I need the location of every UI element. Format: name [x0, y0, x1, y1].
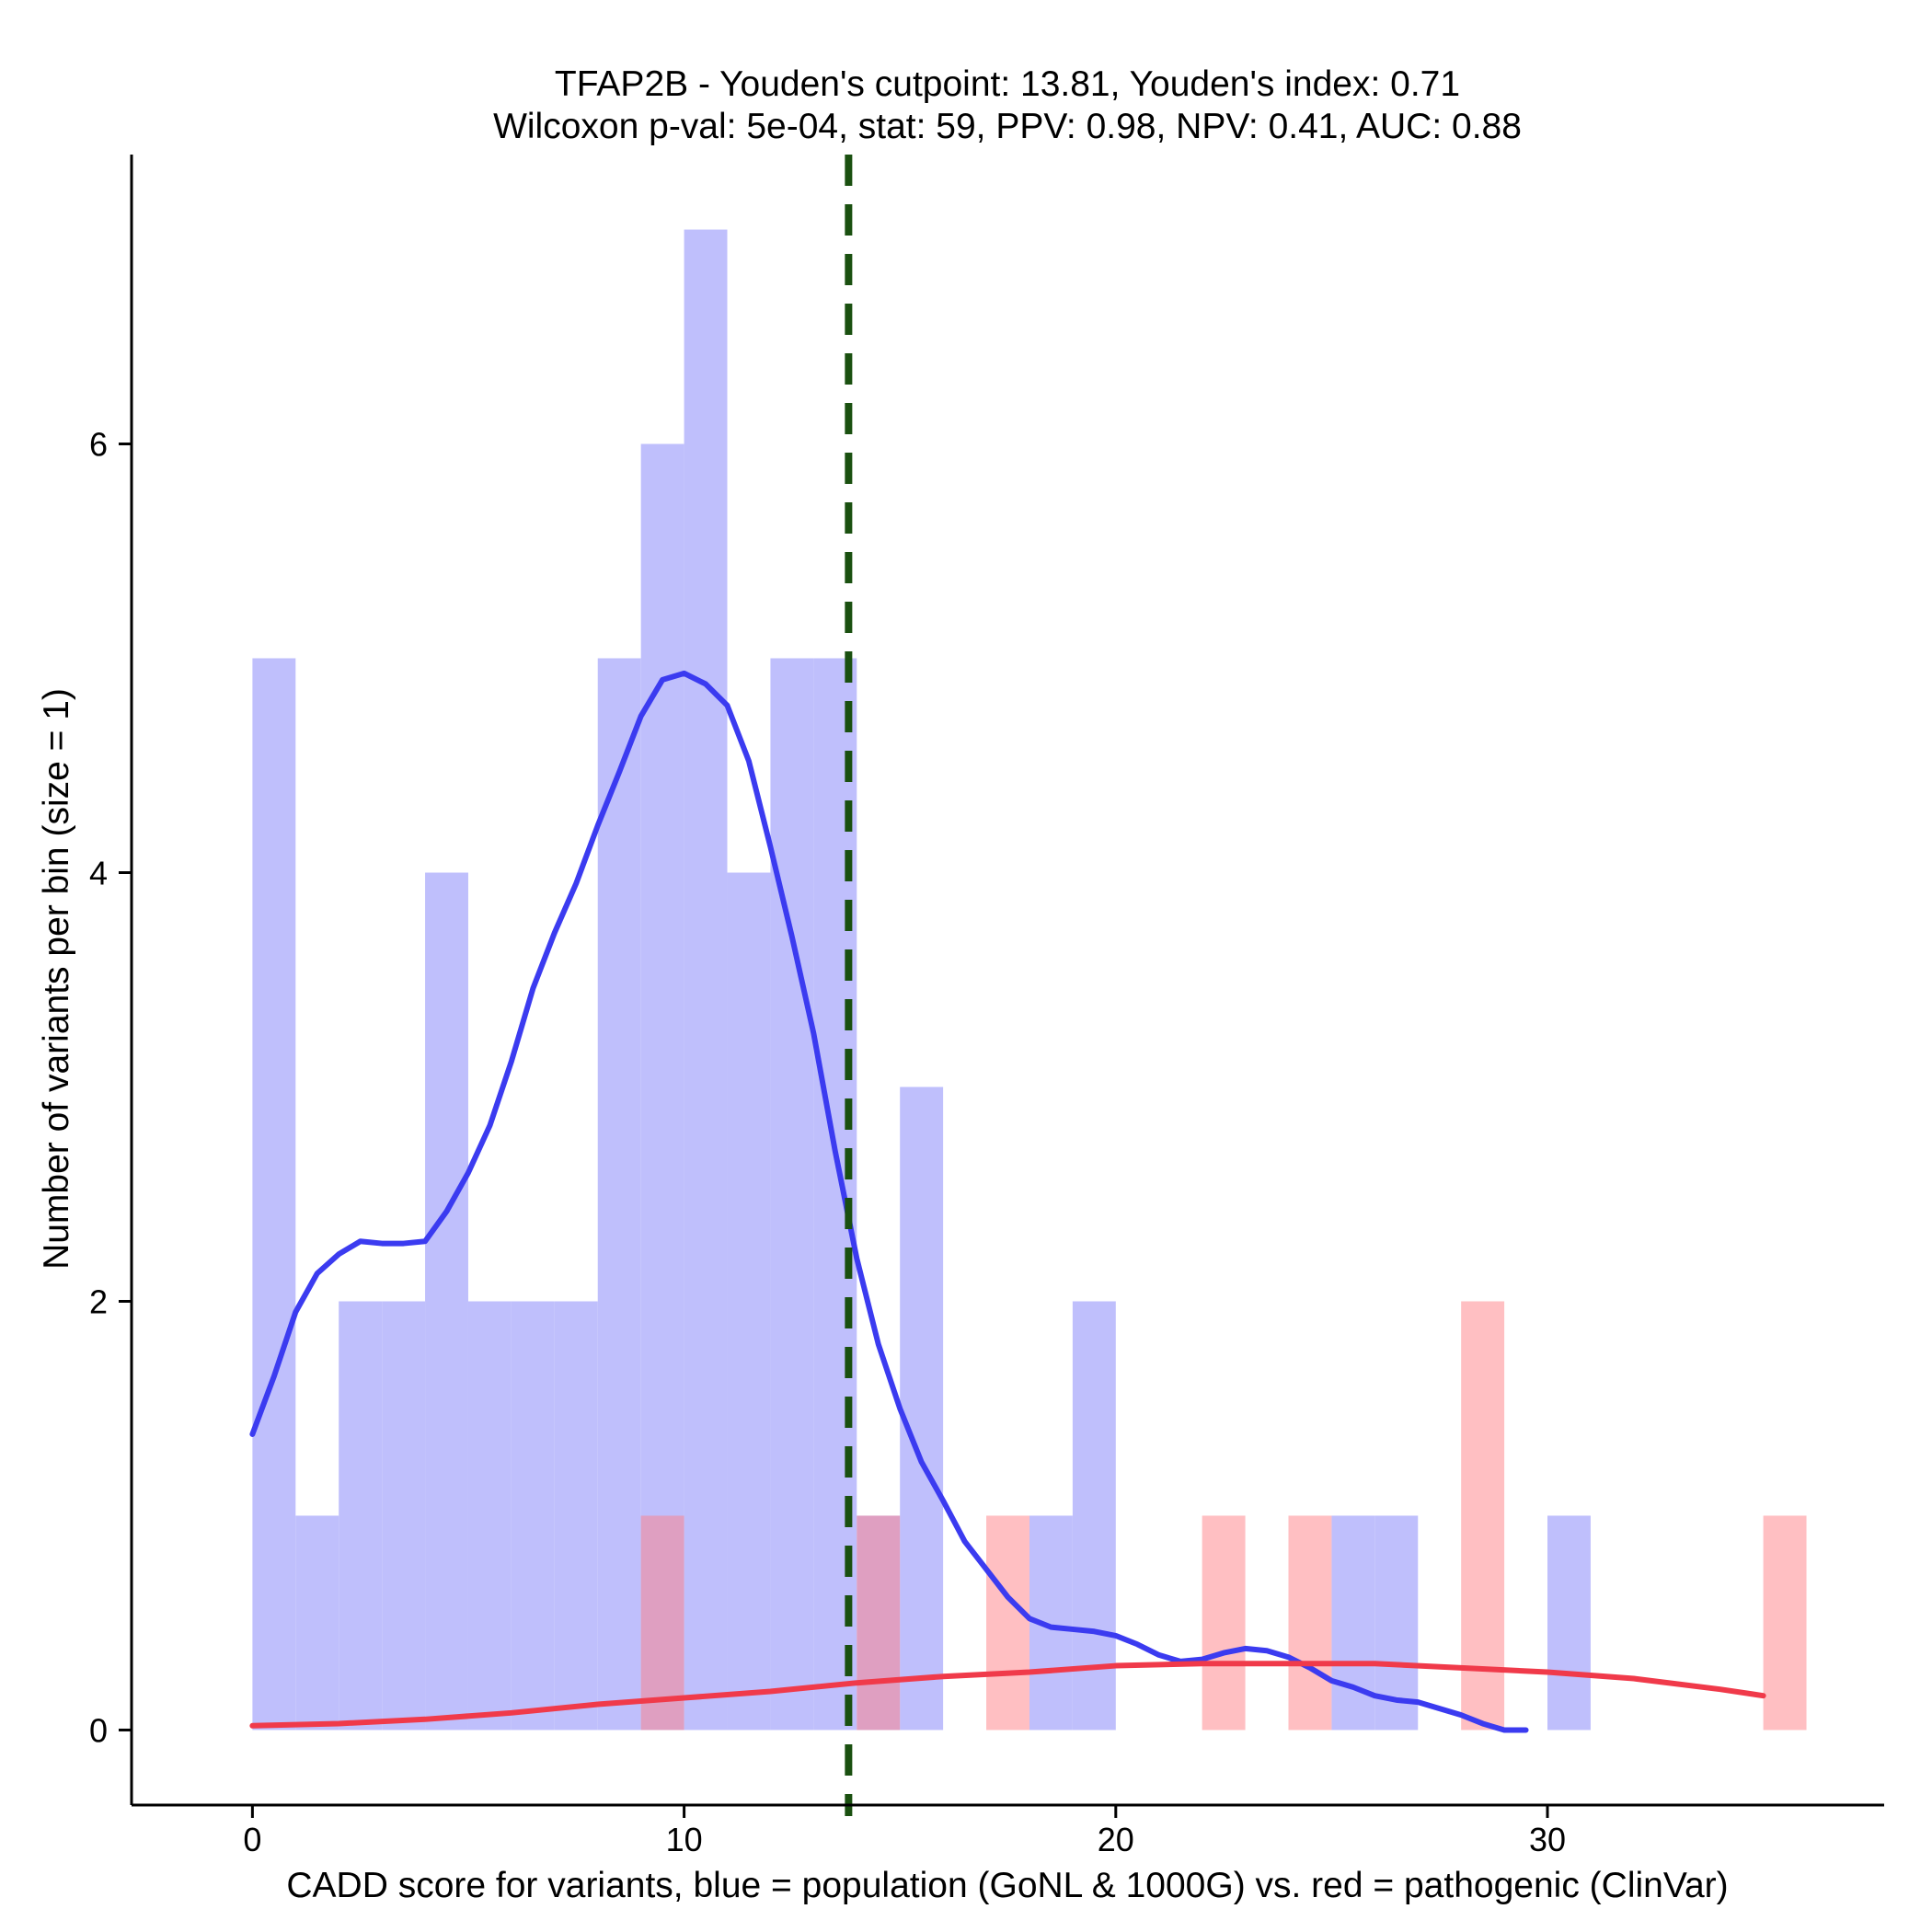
pathogenic-bar-17 — [986, 1515, 1029, 1731]
axes: 0 10 20 30 0 2 4 6 — [89, 155, 1884, 1858]
y-tick-label-4: 4 — [89, 855, 108, 892]
pathogenic-bar-24 — [1288, 1515, 1332, 1731]
pathogenic-bar-22 — [1202, 1515, 1246, 1731]
pathogenic-density-curve — [249, 1661, 1766, 1729]
population-bar-0 — [252, 658, 296, 1731]
population-bar-15 — [900, 1087, 944, 1731]
population-bar-25 — [1331, 1515, 1375, 1731]
chart-title: TFAP2B - Youden's cutpoint: 13.81, Youde… — [555, 64, 1460, 104]
pathogenic-bars — [640, 1301, 1807, 1731]
population-bar-2 — [339, 1301, 383, 1731]
population-bar-5 — [467, 1301, 512, 1731]
x-tick-label-30: 30 — [1529, 1821, 1566, 1858]
x-tick-label-10: 10 — [666, 1821, 703, 1858]
population-bar-6 — [511, 1301, 555, 1731]
population-bar-1 — [295, 1515, 339, 1731]
pathogenic-bar-35 — [1763, 1515, 1807, 1731]
x-axis-label: CADD score for variants, blue = populati… — [286, 1866, 1728, 1905]
population-density-curve — [249, 670, 1529, 1733]
y-tick-label-6: 6 — [89, 426, 108, 464]
population-bar-8 — [597, 658, 641, 1731]
pathogenic-bar-9 — [640, 1515, 684, 1731]
population-bar-12 — [770, 658, 814, 1731]
population-bar-30 — [1547, 1515, 1591, 1731]
population-bar-10 — [684, 229, 728, 1731]
x-tick-label-20: 20 — [1098, 1821, 1134, 1858]
y-axis-label: Number of variants per bin (size = 1) — [37, 688, 76, 1270]
population-bar-11 — [727, 872, 771, 1731]
population-bar-19 — [1072, 1301, 1116, 1731]
chart-subtitle: Wilcoxon p-val: 5e-04, stat: 59, PPV: 0.… — [493, 107, 1522, 146]
pathogenic-bar-14 — [857, 1515, 901, 1731]
y-tick-label-0: 0 — [89, 1711, 108, 1749]
x-tick-label-0: 0 — [243, 1821, 261, 1858]
population-bar-7 — [554, 1301, 598, 1731]
y-tick-label-2: 2 — [89, 1282, 108, 1320]
population-bar-26 — [1374, 1515, 1419, 1731]
pathogenic-bar-28 — [1461, 1301, 1505, 1731]
population-bar-4 — [425, 872, 468, 1731]
population-bars — [252, 229, 1591, 1731]
density-curves — [249, 670, 1766, 1733]
population-bar-3 — [382, 1301, 426, 1731]
